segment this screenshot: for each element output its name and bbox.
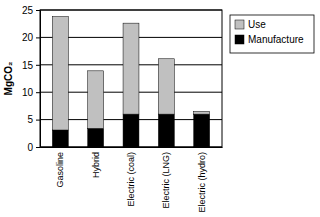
bar — [88, 128, 104, 147]
y-axis-line — [36, 11, 41, 148]
y-axis: 0 5 10 15 20 25 — [22, 5, 41, 153]
bar — [158, 59, 174, 114]
y-tick-label: 15 — [22, 60, 34, 71]
y-tick-mark — [36, 147, 40, 148]
y-tick-label: 25 — [22, 5, 34, 16]
y-tick: 25 — [22, 5, 40, 16]
x-tick-label: Electric (coal) — [126, 152, 136, 207]
y-tick: 15 — [22, 60, 40, 71]
y-tick: 5 — [27, 114, 40, 125]
y-tick-label: 20 — [22, 32, 34, 43]
y-tick: 20 — [22, 32, 40, 43]
legend-swatch — [235, 20, 244, 29]
bar — [123, 23, 139, 114]
legend-swatch — [235, 35, 244, 44]
y-tick: 10 — [22, 87, 40, 98]
bar — [194, 114, 210, 147]
grid — [40, 10, 222, 147]
y-tick-mark — [36, 120, 40, 121]
x-tick: Electric (hydro) — [197, 147, 207, 213]
bar — [194, 111, 210, 114]
x-tick: Gasoline — [55, 147, 65, 188]
legend-box — [230, 15, 314, 53]
bar — [52, 130, 68, 147]
x-axis-line — [41, 147, 223, 148]
x-axis: Gasoline Hybrid Electric (coal) Electric (L… — [41, 147, 223, 213]
series — [52, 114, 209, 147]
x-tick-label: Gasoline — [55, 152, 65, 188]
bar — [88, 71, 104, 129]
x-tick: Electric (coal) — [126, 147, 136, 207]
x-tick-label: Electric (hydro) — [197, 152, 207, 213]
x-tick: Electric (LNG) — [161, 147, 171, 209]
x-tick-label: Electric (LNG) — [161, 152, 171, 209]
chart: 0 5 10 15 20 25 Gasoline Hybrid Electric (coal) E… — [0, 0, 320, 217]
y-tick-mark — [36, 92, 40, 93]
y-tick-mark — [36, 37, 40, 38]
bar — [123, 114, 139, 147]
y-tick-label: 10 — [22, 87, 34, 98]
legend-entry: Use — [235, 19, 266, 30]
y-tick-label: 5 — [27, 114, 33, 125]
legend-label: Use — [248, 19, 266, 30]
x-tick: Hybrid — [91, 147, 101, 178]
y-tick-label: 0 — [27, 142, 33, 153]
plot-frame — [40, 10, 222, 147]
bar — [158, 114, 174, 147]
legend-entry: Manufacture — [235, 34, 304, 45]
legend: Use Manufacture — [230, 15, 314, 53]
bar — [52, 17, 68, 130]
series — [52, 17, 209, 130]
y-axis-title: MgCO₂ — [3, 62, 14, 96]
y-tick: 0 — [27, 142, 40, 153]
y-tick-mark — [36, 10, 40, 11]
bars — [52, 17, 209, 147]
x-tick-label: Hybrid — [91, 152, 101, 178]
y-tick-mark — [36, 65, 40, 66]
legend-label: Manufacture — [248, 34, 304, 45]
plot: 0 5 10 15 20 25 Gasoline Hybrid Electric (coal) E… — [22, 5, 223, 213]
